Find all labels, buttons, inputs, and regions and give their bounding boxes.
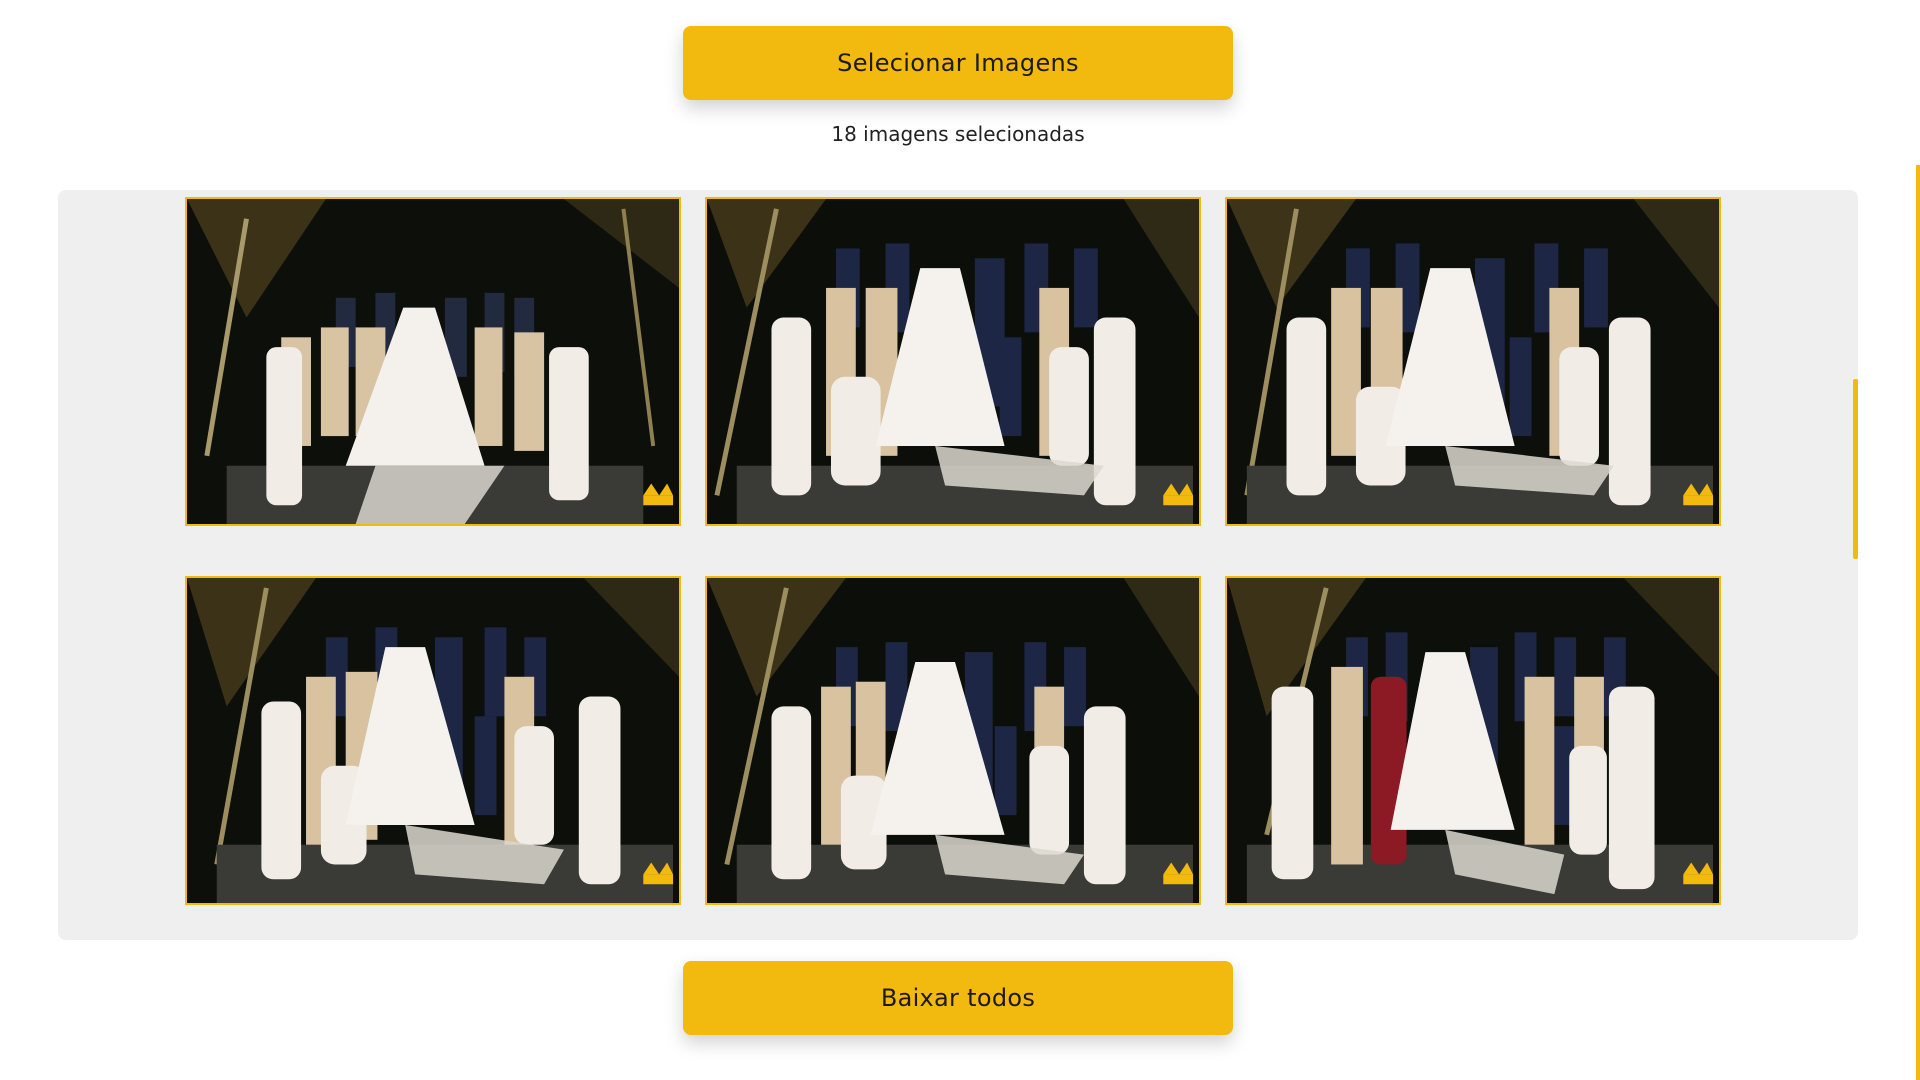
wedding-photo [187, 199, 679, 524]
page-scrollbar[interactable] [1916, 165, 1920, 1080]
wedding-photo [187, 578, 679, 903]
wedding-photo [707, 578, 1199, 903]
gallery-image[interactable] [1225, 576, 1721, 905]
image-gallery [58, 190, 1858, 940]
gallery-image[interactable] [185, 576, 681, 905]
gallery-image[interactable] [1225, 197, 1721, 526]
gallery-image[interactable] [185, 197, 681, 526]
selected-count-text: 18 imagens selecionadas [831, 122, 1085, 146]
wedding-photo [1227, 578, 1719, 903]
wedding-photo [1227, 199, 1719, 524]
select-images-button[interactable]: Selecionar Imagens [683, 26, 1233, 100]
gallery-image[interactable] [705, 576, 1201, 905]
gallery-scrollbar-thumb[interactable] [1853, 379, 1858, 559]
wedding-photo [707, 199, 1199, 524]
gallery-image[interactable] [705, 197, 1201, 526]
download-all-button[interactable]: Baixar todos [683, 961, 1233, 1035]
